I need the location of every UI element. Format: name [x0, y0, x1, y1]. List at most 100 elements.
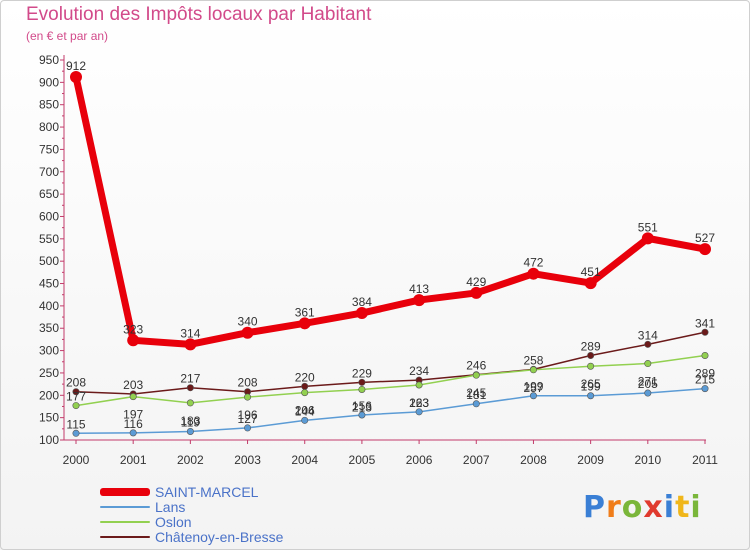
data-point-oslon	[529, 366, 537, 374]
data-point-oslon	[587, 362, 595, 370]
data-label-saint-marcel: 451	[581, 265, 601, 279]
data-point-saint-marcel	[241, 326, 254, 339]
data-label-saint-marcel: 472	[523, 256, 543, 270]
legend-item-oslon: Oslon	[100, 514, 283, 529]
series-line-oslon	[75, 354, 706, 407]
data-label-lans: 156	[352, 399, 372, 413]
logo-letter: i	[663, 490, 676, 525]
x-tick-label: 2001	[120, 453, 147, 467]
logo-letter: x	[643, 490, 664, 525]
data-point-lans	[415, 408, 423, 416]
data-label-lans: 199	[523, 380, 543, 394]
data-point-chatenoy-en-bresse	[644, 340, 652, 348]
logo-letter: o	[621, 490, 644, 525]
data-point-oslon	[244, 393, 252, 401]
data-point-lans	[129, 429, 137, 437]
y-tick-label: 700	[39, 165, 59, 179]
data-label-saint-marcel: 314	[180, 326, 200, 340]
y-tick-label: 100	[39, 433, 59, 447]
legend-swatch-saint-marcel	[100, 488, 150, 497]
y-tick-label: 300	[39, 344, 59, 358]
legend: SAINT-MARCEL Lans Oslon Châtenoy-en-Bres…	[100, 484, 283, 544]
data-point-chatenoy-en-bresse	[701, 328, 709, 336]
x-tick-label: 2003	[234, 453, 261, 467]
series-line-chatenoy-en-bresse	[75, 331, 706, 395]
y-tick-label: 900	[39, 75, 59, 89]
data-point-chatenoy-en-bresse	[72, 388, 80, 396]
data-label-saint-marcel: 429	[466, 275, 486, 289]
data-point-lans	[186, 428, 194, 436]
data-point-saint-marcel	[355, 307, 368, 320]
legend-label: Châtenoy-en-Bresse	[155, 528, 284, 545]
y-tick-label: 800	[39, 120, 59, 134]
data-label-oslon: 196	[238, 408, 258, 422]
y-tick-label: 600	[39, 209, 59, 223]
x-tick-label: 2011	[692, 453, 718, 467]
data-label-oslon: 289	[695, 367, 715, 381]
data-label-oslon: 213	[352, 400, 372, 414]
data-label-saint-marcel: 912	[66, 59, 86, 73]
legend-label: SAINT-MARCEL	[155, 483, 259, 500]
data-label-lans: 144	[295, 404, 315, 418]
logo-letter: i	[690, 490, 702, 525]
data-point-saint-marcel	[641, 232, 654, 245]
y-tick-label: 450	[39, 277, 59, 291]
data-point-chatenoy-en-bresse	[587, 352, 595, 360]
data-label-saint-marcel: 323	[123, 322, 143, 336]
data-label-saint-marcel: 527	[695, 231, 715, 245]
data-point-saint-marcel	[127, 334, 140, 347]
data-label-oslon: 197	[123, 408, 143, 422]
data-point-saint-marcel	[184, 338, 197, 351]
data-point-saint-marcel	[413, 294, 426, 307]
series-line-lans	[75, 387, 706, 435]
data-label-chatenoy-en-bresse: 314	[638, 328, 658, 342]
data-label-lans: 215	[695, 373, 715, 387]
logo-letter: P	[583, 490, 606, 525]
data-label-oslon: 223	[409, 396, 429, 410]
data-point-lans	[529, 392, 537, 400]
data-label-chatenoy-en-bresse: 289	[581, 340, 601, 354]
legend-swatch-oslon	[100, 521, 150, 524]
data-point-oslon	[301, 389, 309, 397]
data-point-lans	[72, 429, 80, 437]
data-point-saint-marcel	[699, 243, 711, 256]
x-tick-label: 2007	[463, 453, 490, 467]
data-label-lans: 115	[66, 417, 85, 431]
data-label-saint-marcel: 340	[238, 315, 258, 329]
legend-item-lans: Lans	[100, 499, 283, 514]
data-point-lans	[472, 400, 480, 408]
y-tick-label: 750	[39, 142, 59, 156]
data-label-lans: 199	[581, 380, 601, 394]
logo-letter: r	[606, 490, 622, 525]
legend-label: Lans	[155, 498, 186, 515]
data-label-oslon: 271	[638, 375, 658, 389]
legend-label: Oslon	[155, 513, 192, 530]
data-point-oslon	[415, 381, 423, 389]
chart-title: Evolution des Impôts locaux par Habitant	[26, 4, 372, 25]
data-point-saint-marcel	[298, 317, 311, 330]
data-label-saint-marcel: 413	[409, 282, 429, 296]
data-label-chatenoy-en-bresse: 258	[523, 353, 543, 367]
data-point-lans	[244, 424, 252, 432]
x-tick-label: 2005	[349, 453, 376, 467]
data-label-chatenoy-en-bresse: 234	[409, 364, 429, 378]
data-point-chatenoy-en-bresse	[358, 378, 366, 386]
data-label-chatenoy-en-bresse: 341	[695, 316, 715, 330]
data-label-oslon: 183	[180, 414, 200, 428]
x-tick-label: 2009	[577, 453, 604, 467]
x-tick-label: 2002	[177, 453, 204, 467]
y-tick-label: 950	[39, 53, 59, 67]
proxiti-logo: Proxiti	[583, 490, 702, 525]
data-label-saint-marcel: 551	[638, 220, 658, 234]
data-point-lans	[644, 389, 652, 397]
data-label-oslon: 206	[295, 404, 315, 418]
data-label-lans: 127	[238, 412, 258, 426]
data-point-oslon	[358, 385, 366, 393]
data-label-lans: 163	[409, 396, 429, 410]
data-label-oslon: 257	[523, 381, 543, 395]
x-tick-label: 2006	[406, 453, 433, 467]
data-point-oslon	[472, 371, 480, 379]
data-label-lans: 116	[124, 417, 143, 431]
data-point-lans	[358, 411, 366, 419]
